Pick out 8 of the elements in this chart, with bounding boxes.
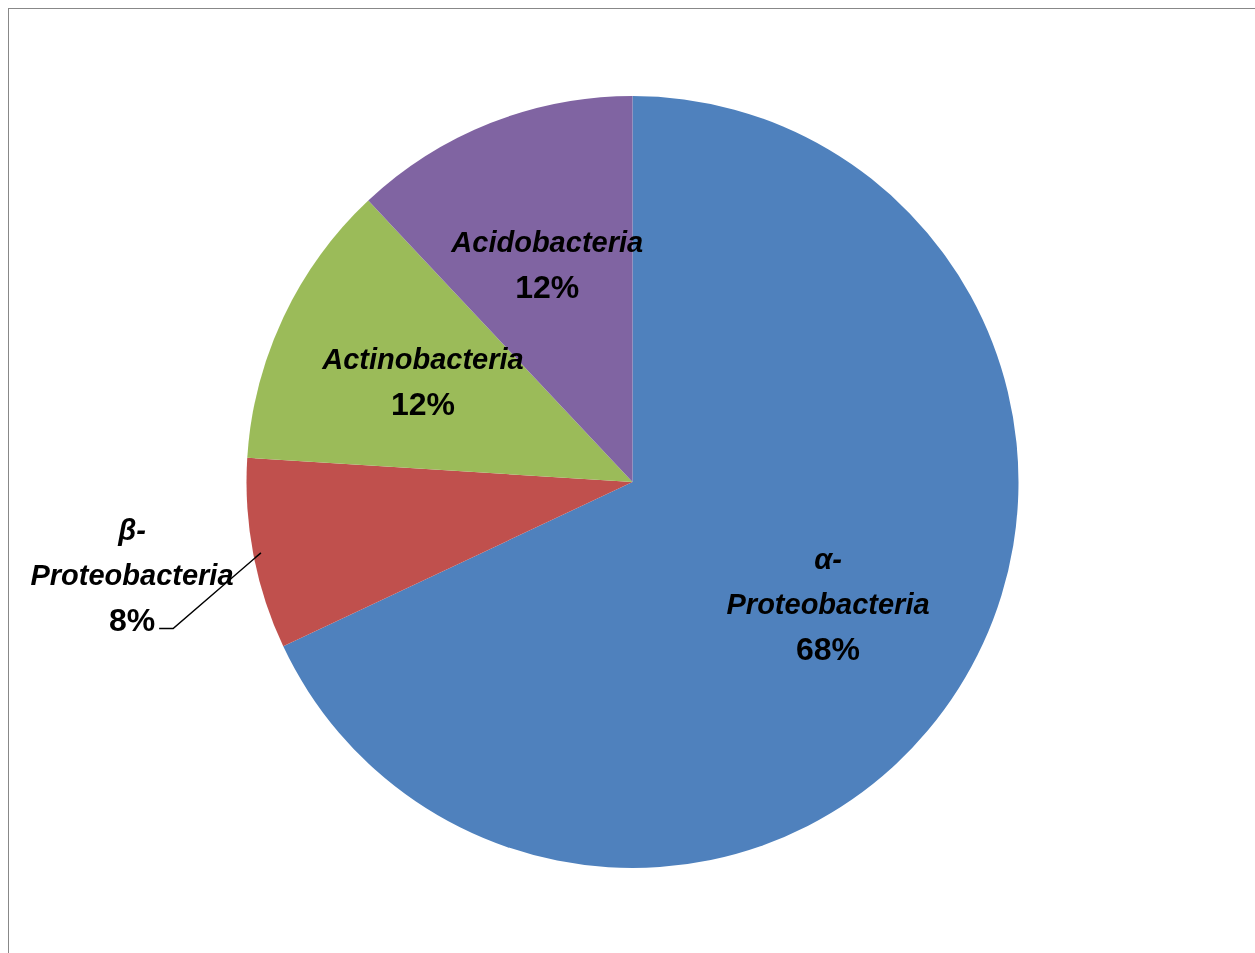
slice-label: Actinobacteria: [321, 342, 524, 375]
slice-label: Acidobacteria: [450, 226, 644, 259]
data-label: 68%: [796, 630, 861, 667]
data-label: 12%: [515, 268, 580, 305]
data-label: 8%: [108, 602, 156, 639]
data-label: 12%: [390, 385, 455, 422]
slice-label: α-Proteobacteria: [726, 543, 930, 621]
slice-label: β-Proteobacteria: [30, 514, 234, 592]
